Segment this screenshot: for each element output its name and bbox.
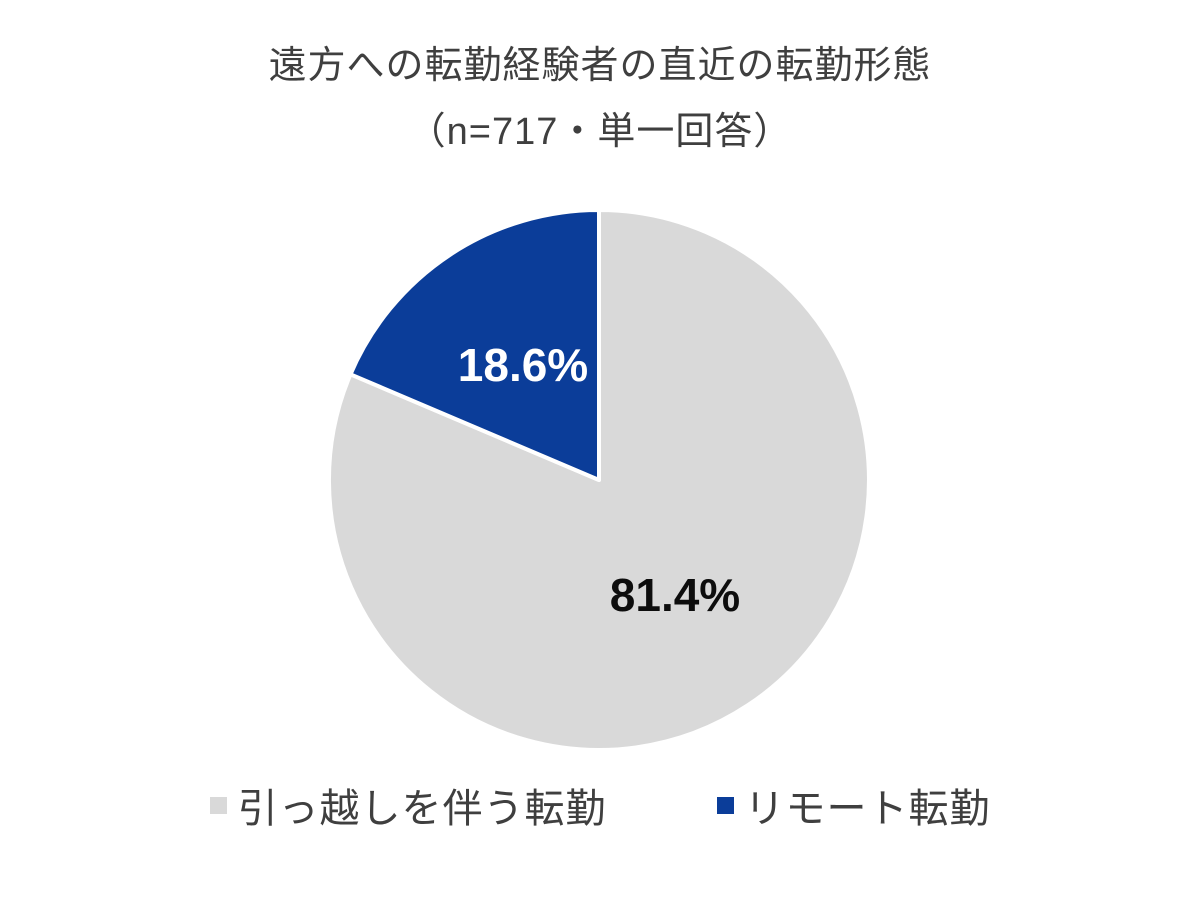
chart-area: 81.4% 18.6% xyxy=(0,165,1200,780)
chart-legend: 引っ越しを伴う転勤 リモート転勤 xyxy=(0,780,1200,831)
legend-item-remote-transfer: リモート転勤 xyxy=(716,776,991,834)
pie-chart: 81.4% 18.6% xyxy=(326,208,871,752)
legend-swatch-blue-icon xyxy=(716,796,734,814)
legend-label-moving-transfer: 引っ越しを伴う転勤 xyxy=(237,787,607,831)
pie-slice-1 xyxy=(348,208,601,482)
chart-subtitle: （n=717・単一回答） xyxy=(407,111,793,153)
legend-swatch-gray-icon xyxy=(209,796,227,814)
pie-slice-label-1: 18.6% xyxy=(458,339,588,391)
chart-title: 遠方への転勤経験者の直近の転勤形態 xyxy=(268,45,932,87)
legend-label-remote-transfer: リモート転勤 xyxy=(744,787,991,831)
pie-slice-label-0: 81.4% xyxy=(610,569,740,621)
chart-header: 遠方への転勤経験者の直近の転勤形態 （n=717・単一回答） xyxy=(0,0,1200,165)
legend-item-moving-transfer: 引っ越しを伴う転勤 xyxy=(209,776,607,834)
